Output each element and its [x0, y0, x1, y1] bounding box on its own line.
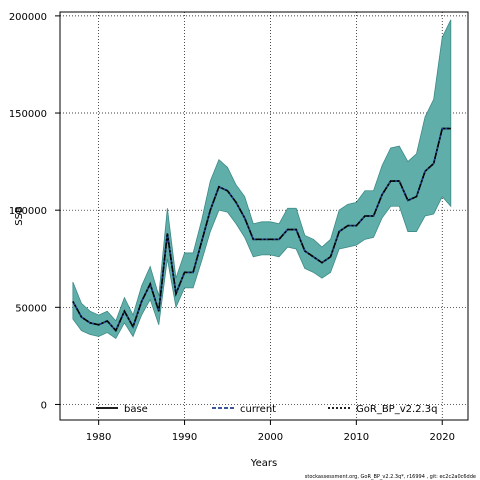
ci-band: [72, 19, 452, 339]
series-lines: [72, 127, 451, 333]
x-tick-label: 1990: [172, 432, 197, 443]
legend-label-2: GoR_BP_v2.2.3q: [356, 404, 437, 415]
y-tick-label: 150000: [9, 109, 47, 120]
legend: base current GoR_BP_v2.2.3q: [96, 404, 437, 415]
x-tick-label: 2020: [430, 432, 455, 443]
x-axis-title: Years: [250, 458, 277, 469]
y-tick-label: 0: [41, 400, 47, 411]
series-line-1: [72, 127, 451, 333]
x-tick-label: 2010: [344, 432, 369, 443]
series-line-2: [72, 127, 451, 333]
y-tick-label: 50000: [15, 303, 47, 314]
footer-text: stockassessment.org, GoR_BP_v2.2.3q*, r1…: [305, 474, 476, 480]
confidence-band: [72, 19, 452, 339]
y-axis-title: SSB: [14, 206, 25, 226]
x-tick-label: 1980: [86, 432, 111, 443]
y-tick-label: 200000: [9, 12, 47, 23]
y-tick-label: 100000: [9, 206, 47, 217]
x-tick-label: 2000: [258, 432, 283, 443]
legend-label-1: current: [240, 404, 276, 415]
axis-ticks: 1980 1990 2000 2010 2020 0 50000 100000 150000 20…: [9, 12, 455, 443]
plot-frame: [59, 11, 469, 421]
legend-label-0: base: [124, 404, 148, 415]
